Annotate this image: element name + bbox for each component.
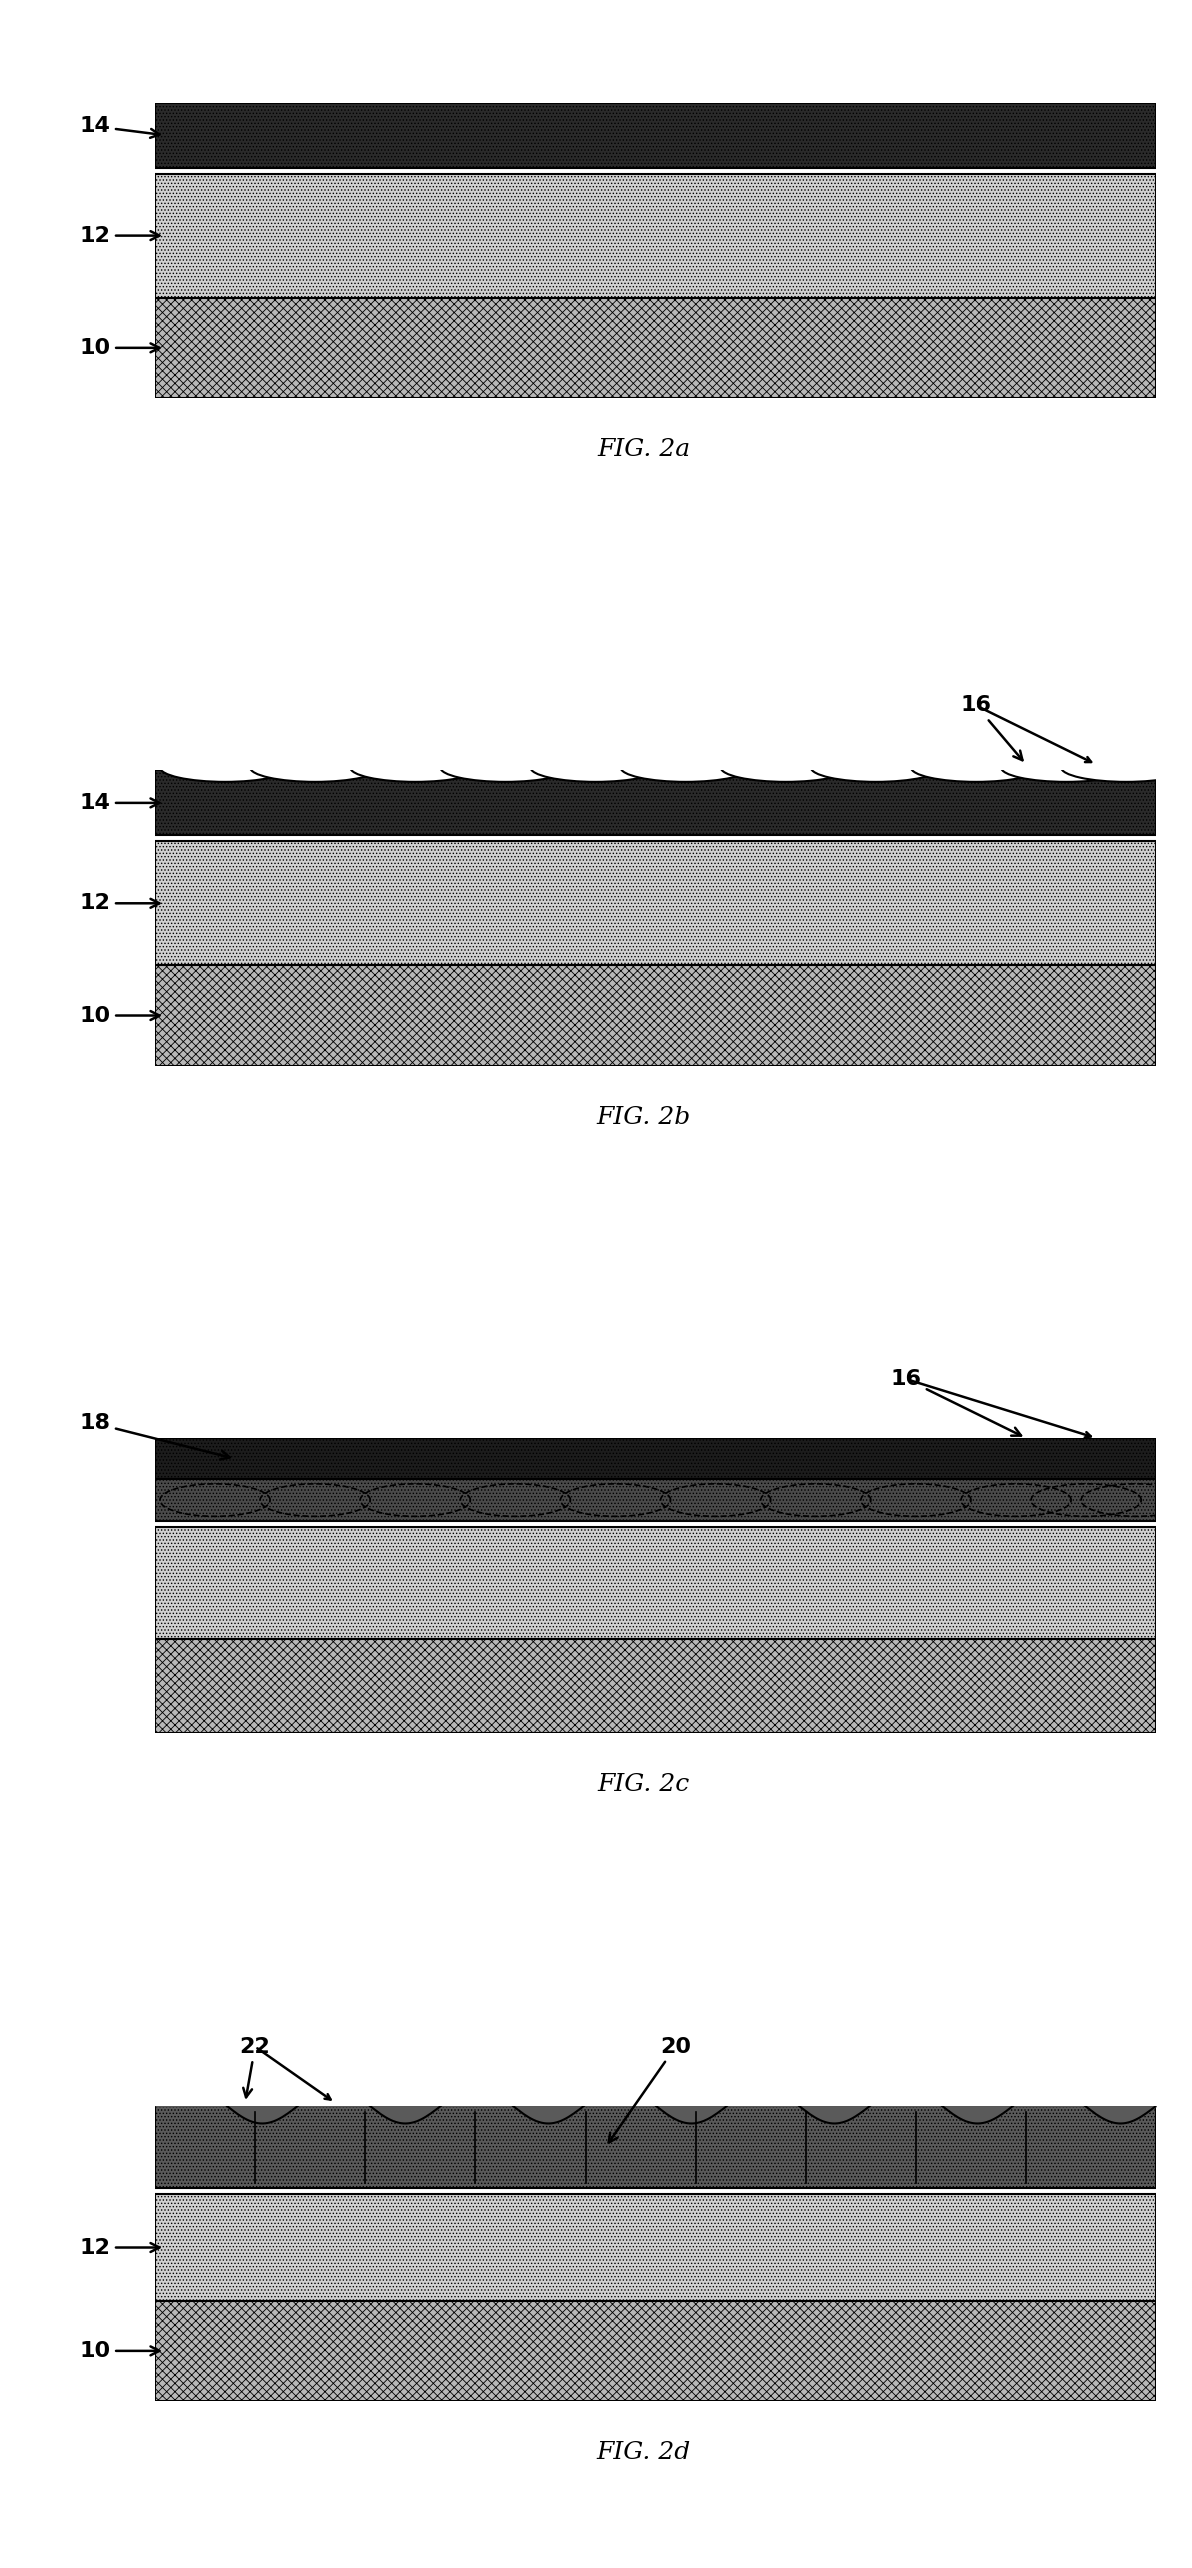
Bar	[155, 2193, 1156, 2301]
Bar	[155, 1479, 1156, 1520]
Text: 12: 12	[80, 226, 160, 247]
Ellipse shape	[250, 752, 380, 781]
Text: 16: 16	[890, 1369, 1022, 1436]
Bar	[155, 103, 1156, 167]
Ellipse shape	[911, 752, 1041, 781]
Ellipse shape	[621, 752, 751, 781]
Ellipse shape	[721, 752, 851, 781]
Text: 14: 14	[80, 116, 160, 139]
Text: 10: 10	[80, 1007, 160, 1025]
Bar	[155, 1638, 1156, 1733]
Text: FIG. 2b: FIG. 2b	[596, 1107, 691, 1127]
Bar	[155, 175, 1156, 298]
Bar	[155, 2301, 1156, 2401]
Bar	[155, 298, 1156, 398]
Bar	[155, 966, 1156, 1066]
Ellipse shape	[440, 752, 571, 781]
Text: 16: 16	[961, 696, 1023, 760]
Bar	[155, 842, 1156, 966]
Text: 10: 10	[80, 339, 160, 357]
Ellipse shape	[1061, 752, 1191, 781]
Bar	[155, 1525, 1156, 1638]
Ellipse shape	[811, 752, 940, 781]
Text: 14: 14	[80, 794, 160, 814]
Text: 22: 22	[240, 2036, 271, 2098]
Text: 10: 10	[80, 2342, 160, 2360]
Text: FIG. 2d: FIG. 2d	[596, 2442, 691, 2463]
Bar	[155, 2106, 1156, 2188]
Bar	[155, 770, 1156, 835]
Text: 20: 20	[609, 2036, 691, 2142]
Ellipse shape	[160, 752, 290, 781]
Ellipse shape	[350, 752, 480, 781]
Text: 12: 12	[80, 2237, 160, 2257]
Ellipse shape	[530, 752, 660, 781]
Text: FIG. 2a: FIG. 2a	[597, 439, 690, 460]
Bar	[155, 1438, 1156, 1479]
Text: 18: 18	[80, 1412, 230, 1459]
Ellipse shape	[1001, 752, 1131, 781]
Text: 12: 12	[80, 894, 160, 914]
Text: FIG. 2c: FIG. 2c	[597, 1774, 690, 1795]
